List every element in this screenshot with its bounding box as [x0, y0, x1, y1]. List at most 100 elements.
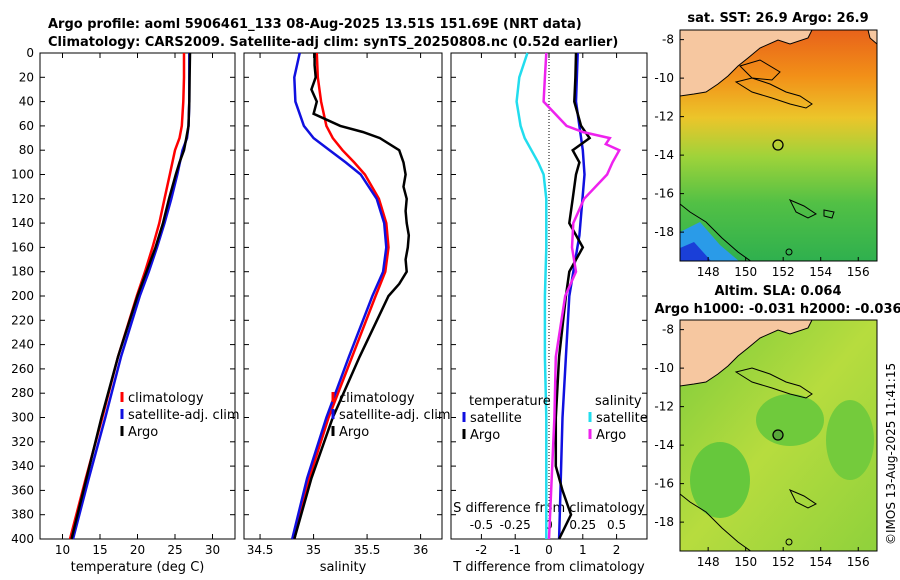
sla-map-panel: Altim. SLA: 0.064 Argo h1000: -0.031 h20…	[654, 284, 900, 569]
map-y-tick-label: -14	[654, 438, 674, 452]
map-x-tick-label: 154	[809, 555, 832, 569]
map-y-tick-label: -16	[654, 477, 674, 491]
map-x-tick-label: 150	[734, 265, 757, 279]
x-tick-label: 1	[579, 543, 587, 557]
sla-coast-islands	[734, 367, 813, 399]
x-tick-label: -2	[475, 543, 487, 557]
panel-sal-xlabel: salinity	[320, 560, 367, 575]
diff-line-3	[542, 52, 622, 540]
y-tick-label: 320	[11, 435, 34, 449]
diff-legend-label: satellite	[470, 411, 522, 426]
diff-legend-temperature-title: temperature	[469, 394, 551, 409]
sla-map-title: Altim. SLA: 0.064	[715, 284, 842, 299]
x-tick-label: 20	[130, 543, 145, 557]
panel-temp-xlabel: temperature (deg C)	[71, 560, 205, 575]
map-y-tick-label: -14	[654, 148, 674, 162]
x-tick-label: 0	[545, 543, 553, 557]
argo-location-marker	[772, 139, 784, 151]
x-tick-label: 36	[413, 543, 428, 557]
diff-line-2	[515, 52, 548, 539]
sal-legend-label: climatology	[339, 391, 415, 406]
salinity-profile-panel: 34.5 35 35.5 36 salinity climatology satellite…	[243, 52, 451, 575]
sst-map-frame	[679, 29, 878, 262]
y-tick-label: 20	[19, 70, 34, 84]
sla-land-new-guinea	[680, 320, 813, 387]
sla-map-subtitle: Argo h1000: -0.031 h2000: -0.036	[654, 302, 900, 317]
y-tick-label: 220	[11, 313, 34, 327]
map-y-tick-label: -16	[654, 187, 674, 201]
timestamp-label: ©IMOS 13-Aug-2025 11:41:15	[884, 363, 898, 545]
sst-map-panel: sat. SST: 26.9 Argo: 26.9 148 150 152 154 15…	[654, 11, 878, 279]
temperature-line-2	[70, 52, 192, 540]
y-tick-label: 340	[11, 459, 34, 473]
sla-map-frame	[679, 319, 878, 552]
salinity-diff-tick-label: 0.25	[569, 518, 596, 532]
x-tick-label: 2	[613, 543, 621, 557]
figure-title-line2: Climatology: CARS2009. Satellite-adj cli…	[48, 35, 618, 50]
map-x-tick-label: 148	[697, 265, 720, 279]
sla-patch-1	[690, 442, 750, 518]
diff-legend-label: satellite	[596, 411, 648, 426]
land-corner	[867, 30, 877, 45]
map-y-tick-label: -8	[662, 33, 674, 47]
map-y-tick-label: -8	[662, 323, 674, 337]
salinity-diff-tick-label: 0.5	[607, 518, 626, 532]
map-x-tick-label: 156	[847, 265, 870, 279]
y-tick-label: 160	[11, 240, 34, 254]
coast-islands	[734, 77, 813, 109]
map-y-tick-label: -18	[654, 225, 674, 239]
temp-legend-label: climatology	[128, 391, 204, 406]
temperature-line-0	[68, 53, 186, 540]
x-tick-label: -1	[509, 543, 521, 557]
y-tick-label: 260	[11, 362, 34, 376]
map-x-tick-label: 152	[772, 265, 795, 279]
y-tick-label: 300	[11, 411, 34, 425]
sst-cold-patch-deep	[680, 242, 712, 261]
y-tick-label: 100	[11, 168, 34, 182]
coast-queensland	[680, 203, 752, 261]
sla-map-ticks: 148 150 152 154 156 -8 -10 -12 -14 -16 -18	[654, 323, 869, 569]
y-tick-label: 180	[11, 265, 34, 279]
diff-legend-label: Argo	[596, 428, 626, 443]
y-tick-label: 40	[19, 95, 34, 109]
sal-legend-label: satellite-adj. clim	[339, 408, 451, 423]
sla-coast-queensland	[680, 493, 752, 551]
map-x-tick-label: 152	[772, 555, 795, 569]
sla-patch-2	[756, 394, 824, 446]
diff-line-1	[554, 52, 592, 540]
y-tick-label: 280	[11, 386, 34, 400]
y-tick-label: 0	[26, 46, 34, 60]
map-y-tick-label: -18	[654, 515, 674, 529]
map-y-tick-label: -12	[654, 400, 674, 414]
x-tick-label: 34.5	[247, 543, 274, 557]
map-y-tick-label: -10	[654, 71, 674, 85]
sst-map-ticks: 148 150 152 154 156 -8 -10 -12 -14 -16 -18	[654, 33, 869, 279]
sla-patch-3	[826, 400, 874, 480]
y-tick-label: 240	[11, 338, 34, 352]
x-tick-label: 30	[205, 543, 220, 557]
y-tick-label: 360	[11, 483, 34, 497]
map-y-tick-label: -10	[654, 361, 674, 375]
y-tick-label: 400	[11, 532, 34, 546]
map-x-tick-label: 150	[734, 555, 757, 569]
y-tick-label: 60	[19, 119, 34, 133]
y-tick-label: 80	[19, 143, 34, 157]
map-y-tick-label: -12	[654, 110, 674, 124]
figure-title-line1: Argo profile: aoml 5906461_133 08-Aug-20…	[48, 17, 582, 32]
diff-legend-label: Argo	[470, 428, 500, 443]
diff-legend-salinity-title: salinity	[595, 394, 642, 409]
salinity-diff-tick-label: -0.25	[500, 518, 531, 532]
temperature-profile-panel: 10 15 20 25 30020406080100120140160180200220…	[11, 46, 240, 575]
panel-diff-xlabel: T difference from climatology	[452, 560, 645, 575]
x-tick-label: 25	[167, 543, 182, 557]
salinity-line-1	[290, 52, 388, 540]
y-tick-label: 140	[11, 216, 34, 230]
y-tick-label: 200	[11, 289, 34, 303]
coast-reef-1	[788, 199, 817, 219]
coast-islands-2	[739, 59, 781, 81]
salinity-diff-tick-label: -0.5	[470, 518, 493, 532]
y-tick-label: 120	[11, 192, 34, 206]
map-x-tick-label: 154	[809, 265, 832, 279]
